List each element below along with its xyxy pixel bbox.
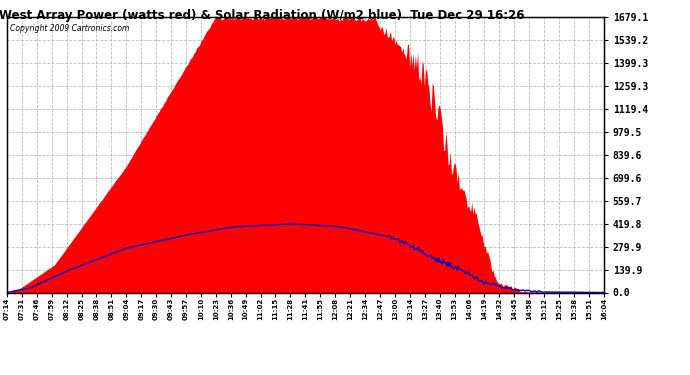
Text: Copyright 2009 Cartronics.com: Copyright 2009 Cartronics.com (10, 24, 129, 33)
Text: West Array Power (watts red) & Solar Radiation (W/m2 blue)  Tue Dec 29 16:26: West Array Power (watts red) & Solar Rad… (0, 9, 525, 22)
